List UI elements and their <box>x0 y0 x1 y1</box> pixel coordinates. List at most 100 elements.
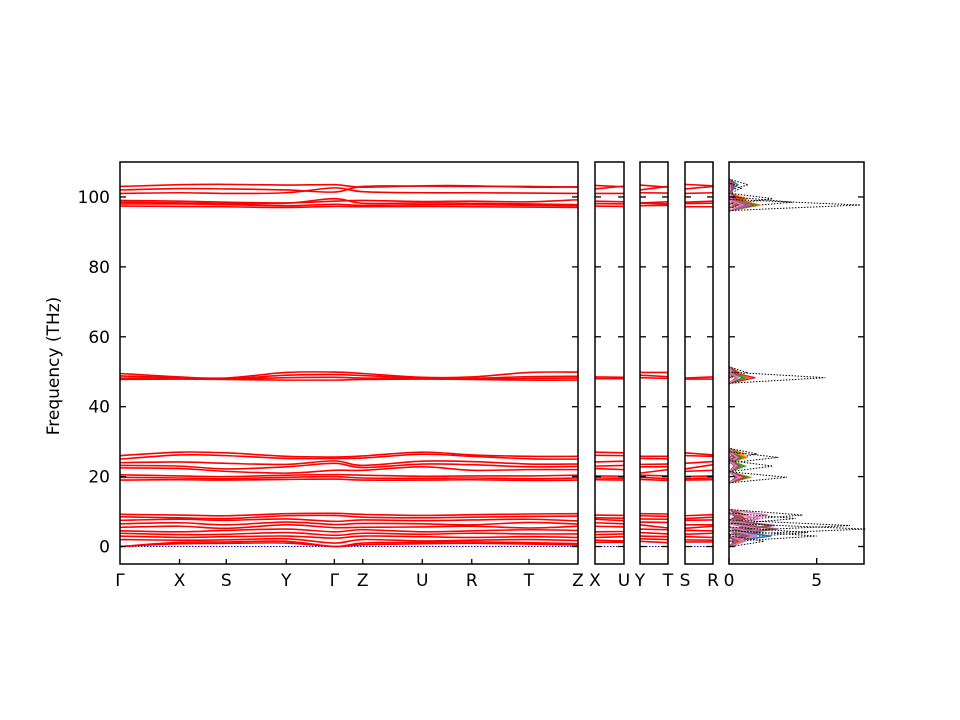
dos-partial <box>728 534 748 548</box>
panel-frame <box>119 161 579 565</box>
kpoint-label: Γ <box>330 571 340 591</box>
band-17 <box>684 516 714 520</box>
band-18 <box>119 478 579 482</box>
y-tick-label: 40 <box>88 398 110 418</box>
band-11 <box>684 463 714 470</box>
dos-partial <box>728 459 748 473</box>
dos-peak-10 <box>728 470 787 484</box>
dos-peak-6 <box>728 371 826 385</box>
kpoint-label: S <box>680 571 691 591</box>
band-13 <box>639 468 669 474</box>
band-3 <box>594 200 625 203</box>
dos-total <box>728 522 866 536</box>
panel-main <box>119 183 579 548</box>
dos-total <box>728 529 817 543</box>
band-10 <box>594 460 625 463</box>
band-7 <box>639 374 669 378</box>
y-tick-label: 0 <box>99 538 110 558</box>
band-1 <box>639 185 669 191</box>
y-axis-label: Frequency (THz) <box>44 297 64 436</box>
dos-total <box>728 182 743 195</box>
band-21 <box>639 524 669 529</box>
band-23 <box>594 535 625 539</box>
band-11 <box>594 464 625 467</box>
band-26 <box>639 540 669 544</box>
band-22 <box>594 533 625 536</box>
band-14 <box>119 462 579 470</box>
dos-x-tick-label: 5 <box>811 571 822 591</box>
band-4 <box>119 197 579 206</box>
kpoint-label: Z <box>357 571 369 591</box>
kpoint-label: U <box>618 571 630 591</box>
dos-x-tick-label: 0 <box>724 571 735 591</box>
dos-peak-1 <box>728 182 743 195</box>
band-14 <box>639 474 669 477</box>
band-8 <box>684 452 714 456</box>
band-15 <box>119 466 579 474</box>
band-10 <box>684 460 714 465</box>
band-8 <box>594 451 625 454</box>
dos-total <box>728 526 808 539</box>
band-4 <box>639 202 669 205</box>
band-8 <box>639 376 669 380</box>
dos-peak-8 <box>728 451 779 464</box>
band-11 <box>119 451 579 458</box>
band-20 <box>119 514 579 520</box>
band-12 <box>684 469 714 473</box>
dos-partial <box>728 371 756 385</box>
dos-partial <box>728 535 736 548</box>
kpoint-label: R <box>707 571 719 591</box>
y-tick-label: 80 <box>88 258 110 278</box>
kpoint-label: Z <box>572 571 584 591</box>
band-24 <box>639 535 669 538</box>
band-19 <box>119 512 579 517</box>
band-10 <box>119 378 579 382</box>
kpoint-label: X <box>589 571 601 591</box>
band-12 <box>119 453 579 460</box>
band-9 <box>684 454 714 458</box>
band-22 <box>639 528 669 531</box>
band-6 <box>684 376 714 379</box>
band-15 <box>639 476 669 480</box>
band-18 <box>639 514 669 518</box>
y-tick-label: 60 <box>88 328 110 348</box>
band-2 <box>119 187 579 195</box>
band-27 <box>119 537 579 544</box>
dos-total <box>728 198 861 212</box>
dos-total <box>728 371 826 384</box>
kpoint-label: Γ <box>115 571 125 591</box>
band-16 <box>684 513 714 517</box>
dos-peak-17 <box>728 534 765 548</box>
panel-segment-s-r <box>684 183 714 548</box>
panel-frame <box>594 161 625 565</box>
band-14 <box>684 477 714 480</box>
dos-total <box>728 512 796 525</box>
band-23 <box>639 531 669 535</box>
band-26 <box>119 535 579 539</box>
kpoint-label: Y <box>634 571 646 591</box>
dos-total <box>728 508 803 522</box>
dos-total <box>728 451 779 464</box>
dos-frame <box>728 161 865 565</box>
band-1 <box>594 185 625 190</box>
band-20 <box>684 525 714 530</box>
band-6 <box>119 205 579 209</box>
dos-peak-4 <box>728 198 861 212</box>
band-12 <box>594 467 625 471</box>
kpoint-label: T <box>662 571 674 591</box>
band-22 <box>119 521 579 526</box>
kpoint-label: Y <box>280 571 292 591</box>
kpoint-label: R <box>466 571 478 591</box>
dos-partial <box>728 198 746 212</box>
band-3 <box>684 200 714 203</box>
dos-plot <box>728 178 866 548</box>
band-13 <box>119 460 579 467</box>
dos-partial <box>728 526 754 539</box>
band-24 <box>119 528 579 533</box>
band-16 <box>119 473 579 478</box>
band-20 <box>594 525 625 528</box>
band-2 <box>684 191 714 195</box>
band-5 <box>119 203 579 207</box>
y-tick-label: 20 <box>88 468 110 488</box>
